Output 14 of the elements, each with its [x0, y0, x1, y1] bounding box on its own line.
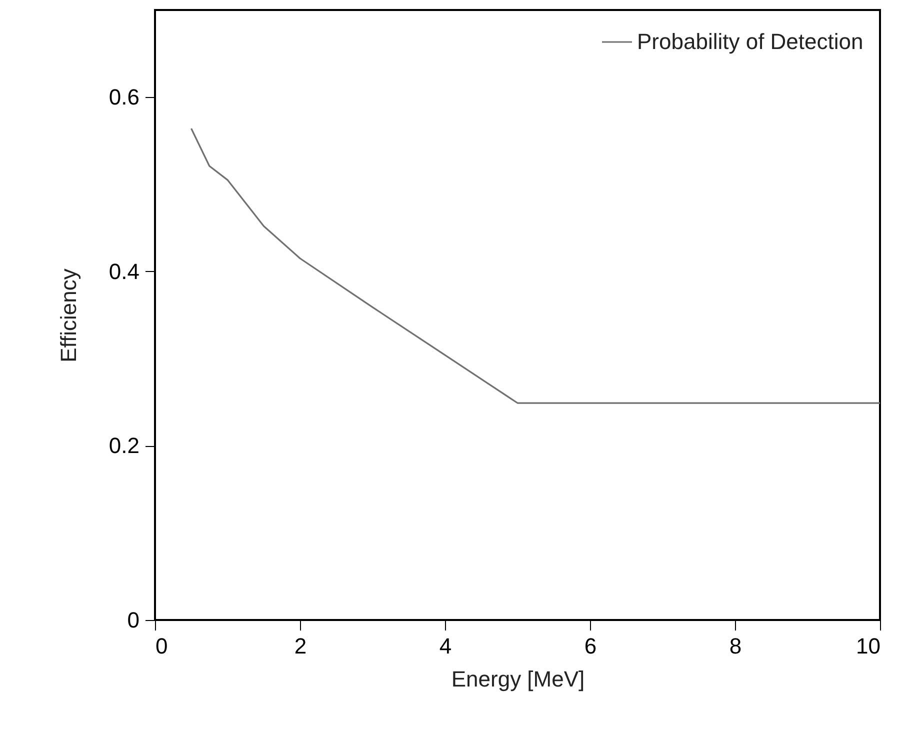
x-tick-label: 4: [439, 634, 452, 658]
y-tick-label: 0: [127, 608, 140, 632]
x-tick-label: 10: [856, 634, 880, 658]
y-tick-label: 0.6: [108, 84, 140, 110]
x-tick-label: 6: [584, 634, 597, 658]
y-tick-label: 0.2: [108, 433, 140, 458]
y-axis-title: Efficiency: [56, 268, 81, 362]
line-series: [190, 128, 881, 404]
x-axis-title: Energy [MeV]: [451, 666, 585, 692]
x-tick-label: 0: [156, 634, 168, 658]
x-tick-label: 8: [729, 634, 742, 658]
x-tick-label: 2: [294, 634, 307, 658]
y-tick-label: 0.4: [108, 258, 140, 284]
legend-label: Probability of Detection: [637, 29, 864, 54]
